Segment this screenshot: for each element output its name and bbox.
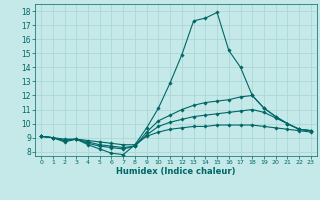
X-axis label: Humidex (Indice chaleur): Humidex (Indice chaleur): [116, 167, 236, 176]
